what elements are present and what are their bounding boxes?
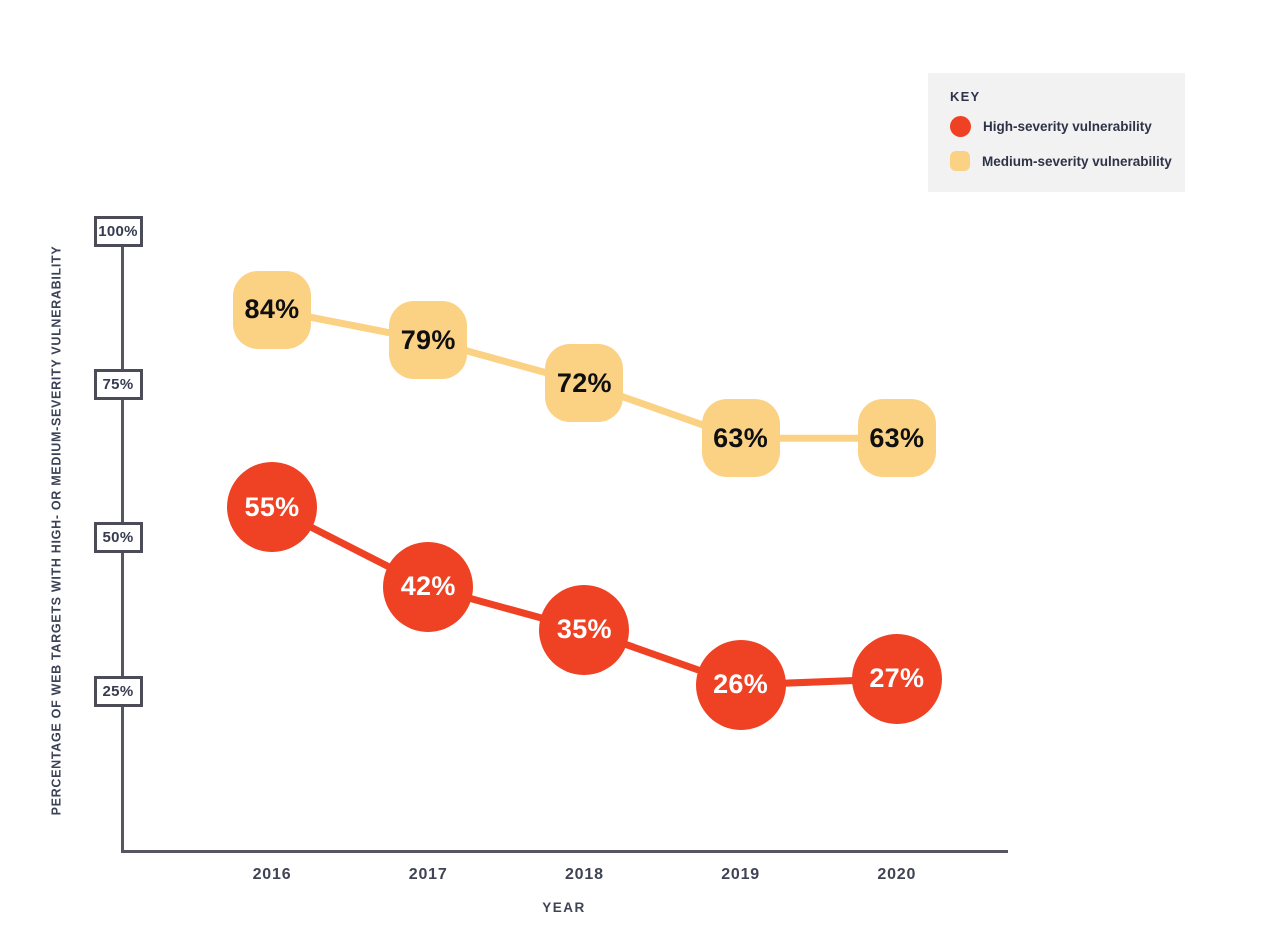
data-point-medium-2020: 63% — [857, 399, 936, 478]
x-tick-2018: 2018 — [564, 866, 604, 883]
x-tick-2017: 2017 — [408, 866, 448, 883]
legend-item-label: Medium-severity vulnerability — [982, 153, 1172, 169]
data-point-medium-2019: 63% — [701, 399, 780, 478]
data-point-high-2018: 35% — [539, 584, 630, 675]
x-tick-2019: 2019 — [721, 866, 760, 883]
x-axis-title: YEAR — [542, 900, 586, 915]
x-tick-2020: 2020 — [877, 866, 917, 883]
legend-item-high-severity: High-severity vulnerability — [950, 116, 1152, 137]
data-point-high-2016: 55% — [227, 462, 317, 553]
legend: KEY High-severity vulnerability Medium-s… — [928, 73, 1185, 192]
data-point-medium-2017: 79% — [389, 301, 468, 380]
data-point-high-2020: 27% — [851, 633, 942, 724]
y-tick-50: 50% — [93, 522, 143, 554]
legend-title: KEY — [950, 89, 981, 104]
y-tick-100: 100% — [93, 216, 143, 248]
y-tick-25: 25% — [93, 675, 143, 707]
data-point-high-2017: 42% — [383, 541, 474, 632]
x-tick-2016: 2016 — [252, 866, 292, 883]
data-point-medium-2016: 84% — [233, 270, 311, 349]
legend-item-label: High-severity vulnerability — [983, 119, 1152, 134]
data-point-high-2019: 26% — [695, 639, 786, 730]
data-point-medium-2018: 72% — [545, 344, 624, 423]
y-tick-75: 75% — [93, 369, 143, 401]
legend-item-medium-severity: Medium-severity vulnerability — [950, 151, 1172, 171]
high-severity-swatch-icon — [950, 116, 971, 137]
medium-severity-swatch-icon — [950, 151, 970, 171]
x-axis-line — [121, 850, 1008, 853]
